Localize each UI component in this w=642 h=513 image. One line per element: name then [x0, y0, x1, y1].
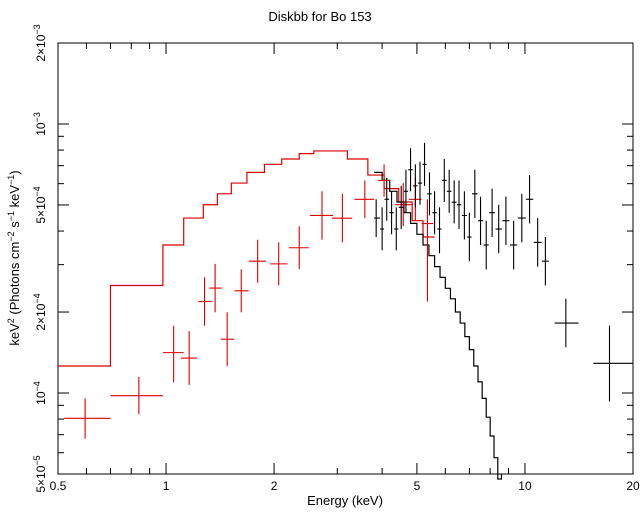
data-point [270, 242, 288, 286]
y-tick-label: 5×10−4 [32, 186, 48, 223]
y-tick-label: 2×10−4 [32, 293, 48, 330]
data-point [421, 199, 434, 302]
data-point [378, 164, 390, 197]
data-point [417, 161, 423, 205]
data-point [495, 204, 502, 254]
data-point [234, 269, 249, 313]
data-point [446, 169, 452, 213]
data-point [437, 207, 442, 254]
data-point [432, 191, 437, 235]
model-curves [58, 150, 503, 480]
data-point [483, 220, 489, 270]
data-point [389, 191, 394, 235]
data-point [384, 177, 389, 221]
data-point [593, 325, 633, 402]
y-tick-label: 2×10−3 [32, 24, 48, 61]
data-point [209, 263, 222, 313]
y-tick-label: 10−3 [32, 112, 48, 136]
data-point [509, 220, 518, 270]
chart-title: Diskbb for Bo 153 [268, 9, 371, 24]
model-step-line [58, 150, 435, 367]
data-point [110, 376, 163, 415]
axis-ticks [57, 42, 634, 475]
data-point [489, 188, 495, 238]
data-point [442, 159, 447, 202]
x-tick-label: 20 [626, 479, 640, 493]
data-point [526, 175, 534, 224]
model-step-line [374, 171, 503, 480]
y-tick-label: 5×10−5 [32, 455, 48, 492]
data-points [64, 142, 633, 439]
data-point [467, 212, 472, 262]
data-point [413, 164, 418, 208]
data-point [427, 172, 432, 216]
data-point [456, 180, 462, 230]
x-tick-label: 5 [414, 479, 421, 493]
data-point [64, 398, 111, 439]
data-point [220, 312, 235, 367]
data-point [422, 142, 427, 186]
data-point [310, 191, 334, 240]
data-point [162, 325, 184, 383]
x-tick-label: 10 [518, 479, 532, 493]
data-point [248, 239, 267, 283]
data-point [198, 277, 212, 326]
y-tick-labels: 5×10−5 10−4 2×10−4 5×10−4 10−3 2×10−3 [32, 24, 48, 492]
x-tick-labels: 0.5 1 2 5 10 20 [50, 479, 640, 493]
data-point [394, 207, 399, 251]
y-tick-label: 10−4 [32, 381, 48, 405]
data-point [395, 183, 413, 227]
data-point [332, 193, 353, 243]
data-point [354, 180, 375, 219]
data-point [180, 331, 198, 385]
data-point [408, 148, 413, 192]
data-point [288, 226, 309, 270]
data-point [478, 196, 484, 245]
x-axis-label: Energy (keV) [307, 493, 383, 508]
data-point [461, 191, 467, 240]
data-point [541, 237, 549, 286]
data-point [554, 298, 579, 348]
data-point [533, 218, 542, 267]
y-axis-label: keV2 (Photons cm−2 s−1 keV−1) [6, 170, 22, 345]
x-tick-label: 0.5 [50, 479, 67, 493]
data-point [398, 185, 404, 230]
data-point [502, 196, 510, 245]
data-point [403, 169, 408, 213]
data-point [451, 180, 457, 224]
data-point [374, 199, 381, 238]
plot-frame [57, 42, 634, 475]
data-point [517, 193, 526, 243]
x-tick-label: 1 [163, 479, 170, 493]
data-point [380, 207, 385, 251]
x-tick-label: 2 [271, 479, 278, 493]
data-point [472, 169, 478, 219]
